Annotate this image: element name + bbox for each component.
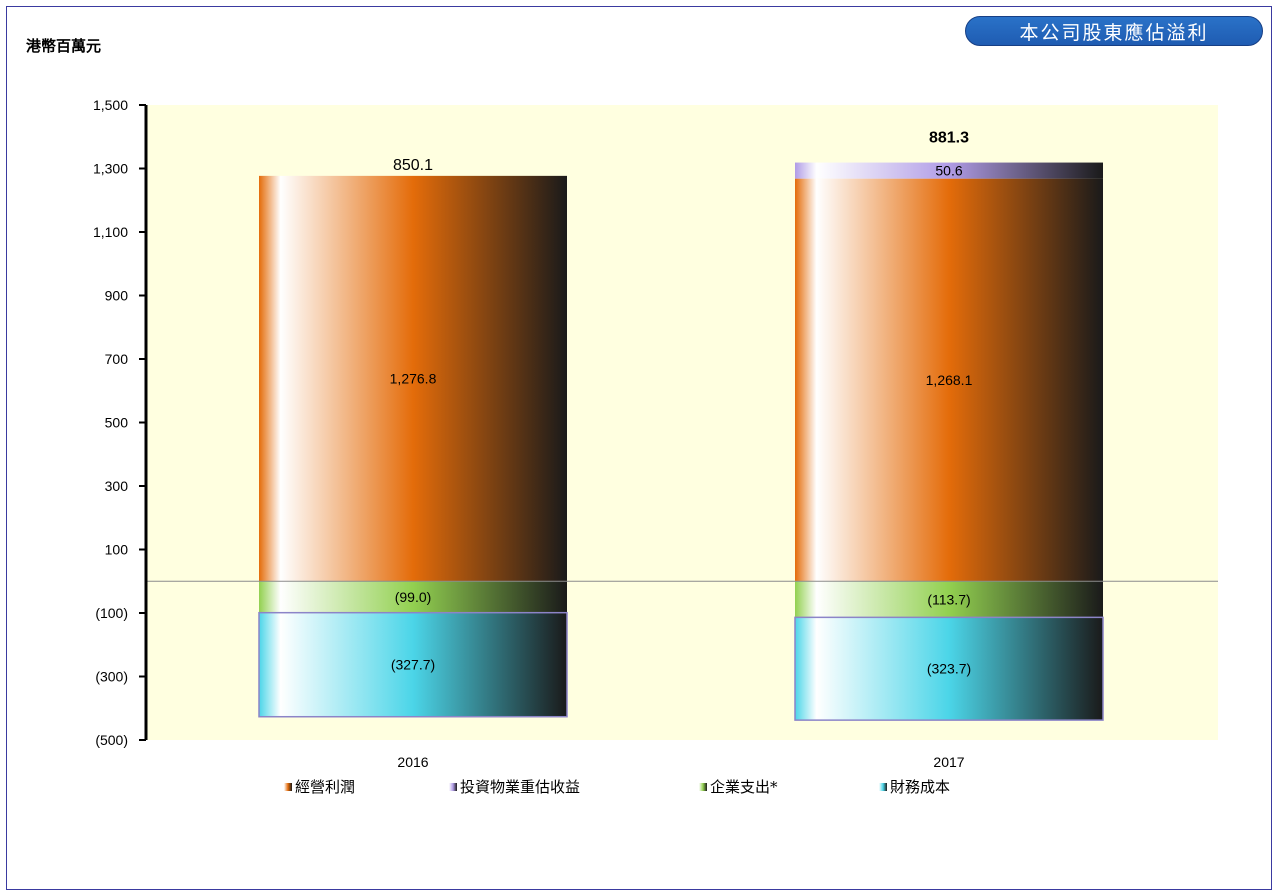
segment-label-2016-series-4: (327.7) [391, 657, 435, 673]
bar-segment-2016-series-1 [259, 175, 567, 582]
legend-item-1: 經營利潤 [284, 776, 449, 797]
category-label-2016: 2016 [397, 754, 428, 770]
y-tick-label: 100 [105, 542, 129, 558]
total-label-2017: 881.3 [929, 130, 969, 147]
segment-label-2017-series-2: 50.6 [935, 163, 962, 179]
category-label-2017: 2017 [933, 754, 964, 770]
bar-segment-2017-series-2 [795, 162, 1103, 179]
y-tick-label: 1,300 [93, 161, 128, 177]
y-tick-label: (100) [95, 605, 128, 621]
y-tick-label: 1,500 [93, 97, 128, 113]
chart-title: 本公司股東應佔溢利 [965, 16, 1263, 46]
bar-segment-2017-series-3 [795, 581, 1103, 618]
bar-segment-2017-series-1 [795, 178, 1103, 582]
data-labels: 1,276.8 (99.0) (327.7) 850.1 2016 1,268.1 50.6… [390, 130, 973, 770]
legend-swatch [699, 782, 707, 791]
legend-item-4: 財務成本 [879, 776, 950, 797]
legend-swatch [449, 782, 457, 791]
segment-label-2017-series-4: (323.7) [927, 661, 971, 677]
legend-swatch [284, 782, 292, 791]
bars-layer [258, 162, 1104, 721]
bar-segment-2017-series-4 [794, 616, 1104, 721]
y-tick-label: (300) [95, 669, 128, 685]
legend-label: 企業支出* [710, 778, 778, 796]
segment-label-2016-series-1: 1,276.8 [390, 371, 437, 387]
y-tick-label: 700 [105, 351, 129, 367]
y-tick-label: 300 [105, 478, 129, 494]
legend: 經營利潤 投資物業重估收益 企業支出* 財務成本 [284, 776, 950, 797]
bar-segment-2016-series-4 [258, 611, 568, 718]
y-tick-label: (500) [95, 732, 128, 748]
legend-swatch [879, 782, 887, 791]
y-tick-label: 1,100 [93, 224, 128, 240]
total-label-2016: 850.1 [393, 157, 433, 174]
y-tick-label: 500 [105, 415, 129, 431]
legend-label: 財務成本 [890, 778, 951, 796]
bar-segment-2016-series-3 [259, 581, 567, 613]
legend-item-2: 投資物業重估收益 [449, 776, 699, 797]
legend-item-3: 企業支出* [699, 776, 879, 797]
y-ticks: 1,500 1,300 1,100 900 700 500 300 100 (100) (300)… [93, 97, 146, 748]
legend-label: 經營利潤 [295, 778, 356, 796]
segment-label-2017-series-3: (113.7) [927, 591, 970, 607]
unit-label: 港幣百萬元 [26, 37, 102, 55]
legend-label: 投資物業重估收益 [460, 778, 581, 796]
segment-label-2017-series-1: 1,268.1 [926, 372, 973, 388]
segment-label-2016-series-3: (99.0) [395, 589, 432, 605]
y-tick-label: 900 [105, 288, 129, 304]
